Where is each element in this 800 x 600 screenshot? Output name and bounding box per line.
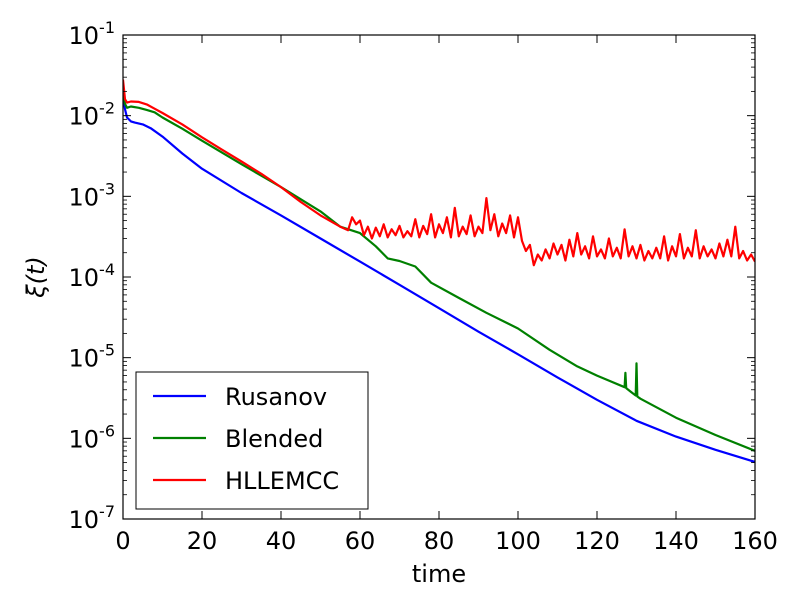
legend-label-hllemcc: HLLEMCC [225, 467, 339, 495]
series-line-hllemcc [123, 79, 755, 267]
x-tick-label: 20 [187, 527, 218, 555]
x-axis-title: time [412, 560, 466, 588]
x-tick-label: 160 [732, 527, 778, 555]
legend-box [135, 371, 369, 510]
x-tick-label: 60 [345, 527, 376, 555]
y-axis: 10-7 10-6 10-5 10-4 10-3 10-2 10-1 [69, 18, 755, 534]
x-tick-label: 40 [266, 527, 297, 555]
y-tick-label: 10-3 [69, 179, 116, 211]
y-tick-label: 10-7 [69, 502, 116, 534]
x-tick-label: 120 [574, 527, 620, 555]
legend-label-rusanov: Rusanov [225, 383, 327, 411]
y-tick-label: 10-6 [69, 421, 116, 453]
legend: Rusanov Blended HLLEMCC [135, 371, 369, 510]
series-line-blended [123, 91, 755, 452]
x-tick-label: 100 [495, 527, 541, 555]
x-tick-label: 80 [424, 527, 455, 555]
y-tick-label: 10-4 [69, 260, 116, 292]
x-tick-label: 0 [115, 527, 130, 555]
y-tick-label: 10-5 [69, 341, 116, 373]
y-tick-label: 10-2 [69, 99, 116, 131]
y-tick-label: 10-1 [69, 18, 116, 50]
x-axis: 0 20 40 60 80 100 120 140 160 [115, 35, 778, 555]
plot-lines [123, 79, 755, 463]
y-axis-title: ξ(t) [22, 256, 50, 299]
legend-label-blended: Blended [225, 425, 323, 453]
series-line-rusanov [123, 94, 755, 463]
x-tick-label: 140 [653, 527, 699, 555]
